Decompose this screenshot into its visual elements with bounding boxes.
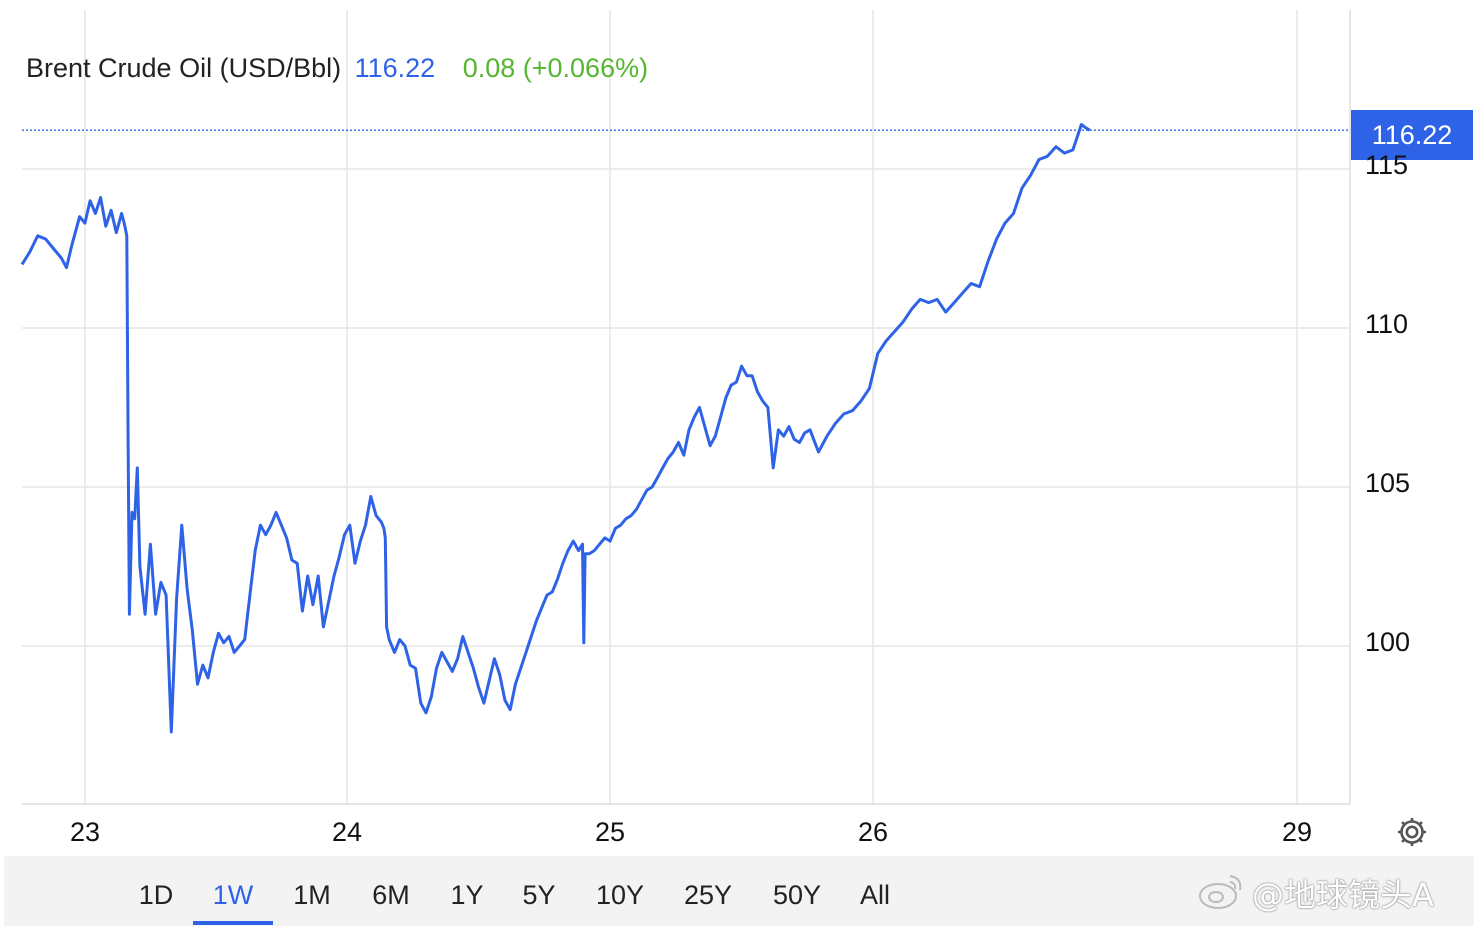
range-button-5y[interactable]: 5Y — [522, 880, 556, 910]
x-tick-label: 24 — [331, 817, 363, 847]
chart-background — [4, 0, 1474, 926]
current-price: 116.22 — [354, 53, 436, 83]
range-button-10y[interactable]: 10Y — [595, 880, 645, 910]
watermark-text: @地球镜头A — [1252, 876, 1434, 914]
x-tick-label: 26 — [857, 817, 889, 847]
weibo-logo — [1199, 875, 1242, 909]
range-selector — [4, 856, 1474, 926]
y-tick-label: 105 — [1365, 468, 1411, 498]
gear-icon[interactable] — [1394, 814, 1430, 850]
range-button-6m[interactable]: 6M — [372, 880, 410, 910]
x-tick-label: 23 — [69, 817, 101, 847]
last-price-tag: 116.22 — [1351, 110, 1473, 160]
y-tick-label: 110 — [1365, 309, 1409, 339]
y-tick-label: 115 — [1365, 150, 1409, 180]
y-tick-label: 100 — [1365, 627, 1411, 657]
selected-range-underline — [193, 921, 273, 925]
x-tick-label: 29 — [1281, 817, 1313, 847]
range-button-all[interactable]: All — [859, 880, 891, 910]
range-button-1m[interactable]: 1M — [293, 880, 331, 910]
range-button-1d[interactable]: 1D — [138, 880, 174, 910]
instrument-name: Brent Crude Oil (USD/Bbl) — [26, 53, 342, 83]
range-button-1w[interactable]: 1W — [212, 880, 254, 910]
x-tick-label: 25 — [594, 817, 626, 847]
price-change: 0.08 (+0.066%) — [462, 53, 649, 83]
grid — [22, 10, 1351, 805]
series-layer — [20, 123, 1091, 734]
range-button-50y[interactable]: 50Y — [772, 880, 822, 910]
series-line — [20, 123, 1091, 734]
range-button-1y[interactable]: 1Y — [450, 880, 484, 910]
range-button-25y[interactable]: 25Y — [683, 880, 733, 910]
chart-header: Brent Crude Oil (USD/Bbl) 116.22 0.08 (+… — [26, 53, 648, 84]
